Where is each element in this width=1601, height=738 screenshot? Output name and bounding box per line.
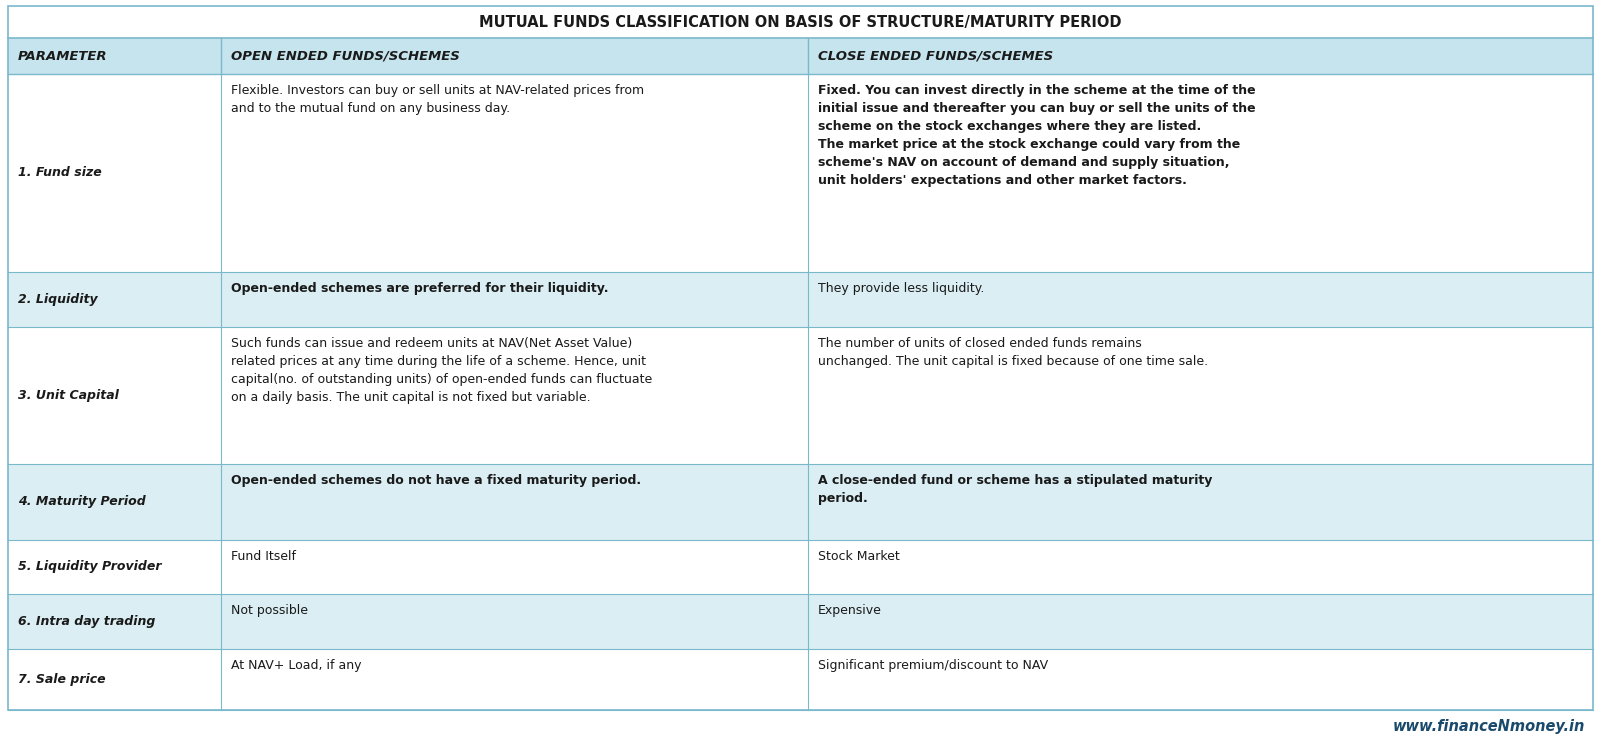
Bar	[8, 74, 1593, 272]
Text: www.financeNmoney.in: www.financeNmoney.in	[1393, 719, 1585, 734]
Text: MUTUAL FUNDS CLASSIFICATION ON BASIS OF STRUCTURE/MATURITY PERIOD: MUTUAL FUNDS CLASSIFICATION ON BASIS OF …	[479, 15, 1122, 30]
Text: They provide less liquidity.: They provide less liquidity.	[818, 282, 985, 294]
Text: 2. Liquidity: 2. Liquidity	[18, 293, 98, 306]
Text: Such funds can issue and redeem units at NAV(Net Asset Value)
related prices at : Such funds can issue and redeem units at…	[231, 337, 652, 404]
Text: Significant premium/discount to NAV: Significant premium/discount to NAV	[818, 659, 1049, 672]
Bar	[8, 463, 1593, 539]
Text: Stock Market: Stock Market	[818, 550, 900, 562]
Text: Open-ended schemes are preferred for their liquidity.: Open-ended schemes are preferred for the…	[231, 282, 608, 294]
Text: CLOSE ENDED FUNDS/SCHEMES: CLOSE ENDED FUNDS/SCHEMES	[818, 49, 1053, 63]
Text: Expensive: Expensive	[818, 604, 882, 618]
Bar	[8, 327, 1593, 463]
Bar	[8, 38, 1593, 74]
Text: Flexible. Investors can buy or sell units at NAV-related prices from
and to the : Flexible. Investors can buy or sell unit…	[231, 84, 644, 115]
Text: 3. Unit Capital: 3. Unit Capital	[18, 388, 118, 401]
Bar	[8, 594, 1593, 649]
Text: At NAV+ Load, if any: At NAV+ Load, if any	[231, 659, 362, 672]
Text: Fund Itself: Fund Itself	[231, 550, 296, 562]
Text: Not possible: Not possible	[231, 604, 307, 618]
Bar	[8, 272, 1593, 327]
Bar	[8, 6, 1593, 38]
Text: OPEN ENDED FUNDS/SCHEMES: OPEN ENDED FUNDS/SCHEMES	[231, 49, 459, 63]
Text: A close-ended fund or scheme has a stipulated maturity
period.: A close-ended fund or scheme has a stipu…	[818, 474, 1212, 505]
Text: 6. Intra day trading: 6. Intra day trading	[18, 615, 155, 628]
Text: 7. Sale price: 7. Sale price	[18, 673, 106, 686]
Text: 1. Fund size: 1. Fund size	[18, 166, 102, 179]
Bar	[8, 539, 1593, 594]
Bar	[8, 649, 1593, 710]
Text: Open-ended schemes do not have a fixed maturity period.: Open-ended schemes do not have a fixed m…	[231, 474, 640, 486]
Text: 4. Maturity Period: 4. Maturity Period	[18, 495, 146, 508]
Text: 5. Liquidity Provider: 5. Liquidity Provider	[18, 560, 162, 573]
Text: PARAMETER: PARAMETER	[18, 49, 107, 63]
Text: Fixed. You can invest directly in the scheme at the time of the
initial issue an: Fixed. You can invest directly in the sc…	[818, 84, 1255, 187]
Text: The number of units of closed ended funds remains
unchanged. The unit capital is: The number of units of closed ended fund…	[818, 337, 1209, 368]
